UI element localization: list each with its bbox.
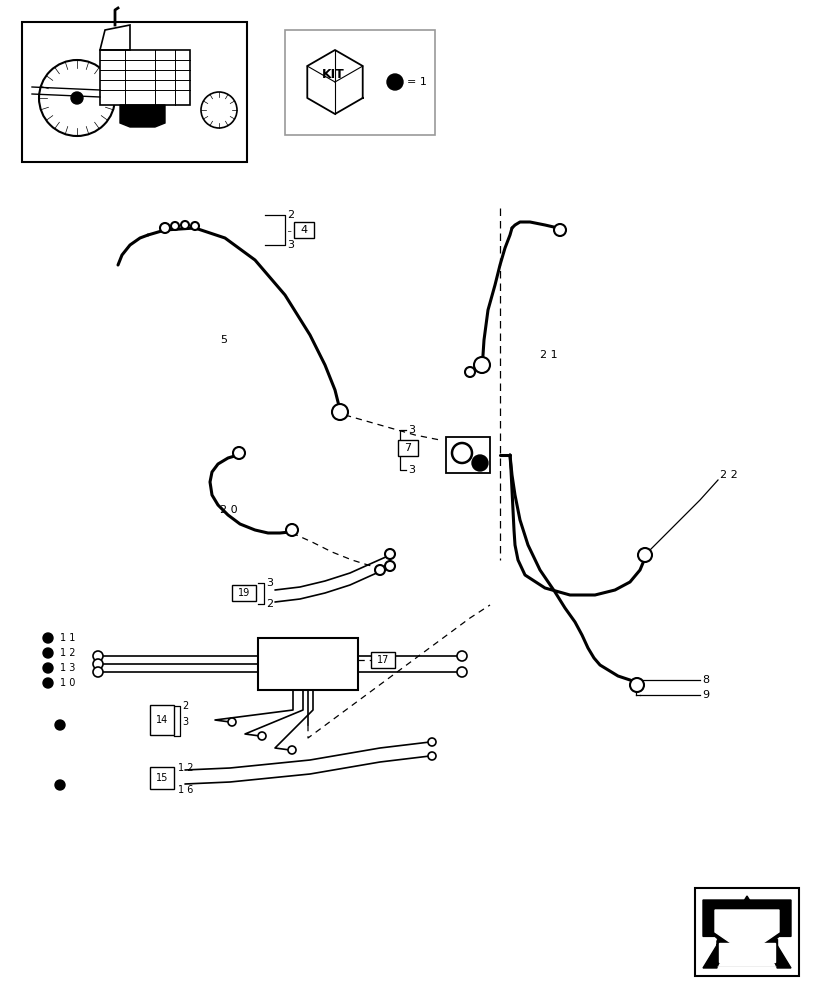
Circle shape xyxy=(71,92,83,104)
Text: = 1: = 1 xyxy=(407,77,427,87)
Text: ─: ─ xyxy=(287,230,290,234)
Circle shape xyxy=(473,357,490,373)
Circle shape xyxy=(638,548,651,562)
Text: 1 6: 1 6 xyxy=(178,785,194,795)
Text: 7: 7 xyxy=(404,443,411,453)
Text: 3: 3 xyxy=(182,717,188,727)
Text: 15: 15 xyxy=(155,773,168,783)
Circle shape xyxy=(55,780,65,790)
Text: 1 0: 1 0 xyxy=(60,678,75,688)
Text: 2: 2 xyxy=(287,210,294,220)
Circle shape xyxy=(553,224,566,236)
Text: 3: 3 xyxy=(408,465,414,475)
Text: 8: 8 xyxy=(701,675,708,685)
Circle shape xyxy=(93,667,103,677)
Bar xyxy=(284,30,434,135)
Text: 3: 3 xyxy=(408,425,414,435)
Text: 17: 17 xyxy=(376,655,389,665)
Bar xyxy=(370,652,394,668)
Text: 18: 18 xyxy=(290,659,304,669)
Circle shape xyxy=(171,222,179,230)
Text: KIT: KIT xyxy=(321,68,344,81)
Circle shape xyxy=(428,752,436,760)
Text: 2 1: 2 1 xyxy=(539,350,557,360)
Polygon shape xyxy=(702,896,790,968)
Bar xyxy=(716,939,776,965)
Text: 4: 4 xyxy=(300,225,307,235)
Text: 2 2: 2 2 xyxy=(719,470,737,480)
Circle shape xyxy=(43,648,53,658)
Circle shape xyxy=(43,663,53,673)
Circle shape xyxy=(232,447,245,459)
Bar xyxy=(694,888,798,976)
Polygon shape xyxy=(702,900,790,964)
Circle shape xyxy=(191,222,198,230)
Bar xyxy=(150,767,174,789)
Text: 1 2: 1 2 xyxy=(60,648,75,658)
Text: 1 2: 1 2 xyxy=(178,763,194,773)
Circle shape xyxy=(258,732,265,740)
Circle shape xyxy=(457,651,466,661)
Bar xyxy=(446,437,490,473)
Circle shape xyxy=(385,549,394,559)
Circle shape xyxy=(227,718,236,726)
Text: 9: 9 xyxy=(701,690,708,700)
Text: 2: 2 xyxy=(265,599,273,609)
Circle shape xyxy=(55,720,65,730)
Circle shape xyxy=(428,738,436,746)
Text: 6: 6 xyxy=(408,443,414,453)
Text: 3: 3 xyxy=(287,240,294,250)
Circle shape xyxy=(93,659,103,669)
Bar xyxy=(22,22,246,162)
Bar xyxy=(258,638,357,690)
Circle shape xyxy=(332,404,347,420)
Circle shape xyxy=(471,455,487,471)
Circle shape xyxy=(160,223,170,233)
Text: 3: 3 xyxy=(265,578,273,588)
Text: 1 3: 1 3 xyxy=(60,663,75,673)
Text: 1 1: 1 1 xyxy=(60,633,75,643)
Bar xyxy=(150,705,174,735)
Text: 19: 19 xyxy=(237,588,250,598)
Text: 14: 14 xyxy=(155,715,168,725)
Polygon shape xyxy=(715,910,778,954)
Circle shape xyxy=(285,524,298,536)
Circle shape xyxy=(43,678,53,688)
Bar xyxy=(398,440,418,456)
Bar xyxy=(100,50,189,105)
Bar xyxy=(294,222,313,238)
Polygon shape xyxy=(120,105,165,127)
Circle shape xyxy=(375,565,385,575)
Circle shape xyxy=(465,367,475,377)
Circle shape xyxy=(457,667,466,677)
Circle shape xyxy=(93,651,103,661)
Text: 2 0: 2 0 xyxy=(220,505,237,515)
Circle shape xyxy=(629,678,643,692)
Bar xyxy=(718,943,774,962)
Polygon shape xyxy=(718,912,774,966)
Circle shape xyxy=(385,561,394,571)
Circle shape xyxy=(43,633,53,643)
Text: 5: 5 xyxy=(220,335,227,345)
Circle shape xyxy=(288,746,295,754)
Bar xyxy=(232,585,256,601)
Text: 2: 2 xyxy=(182,701,188,711)
Circle shape xyxy=(181,221,189,229)
Circle shape xyxy=(386,74,403,90)
